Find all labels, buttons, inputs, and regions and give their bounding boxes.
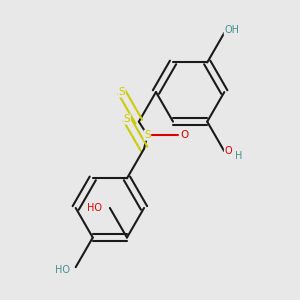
Text: S: S — [124, 114, 130, 124]
Text: O: O — [181, 130, 189, 140]
Text: O: O — [224, 146, 232, 156]
Text: OH: OH — [224, 25, 239, 35]
Text: H: H — [235, 151, 242, 161]
Text: HO: HO — [55, 265, 70, 275]
Text: HO: HO — [87, 203, 102, 213]
Text: S: S — [144, 130, 151, 140]
Text: S: S — [118, 87, 125, 97]
